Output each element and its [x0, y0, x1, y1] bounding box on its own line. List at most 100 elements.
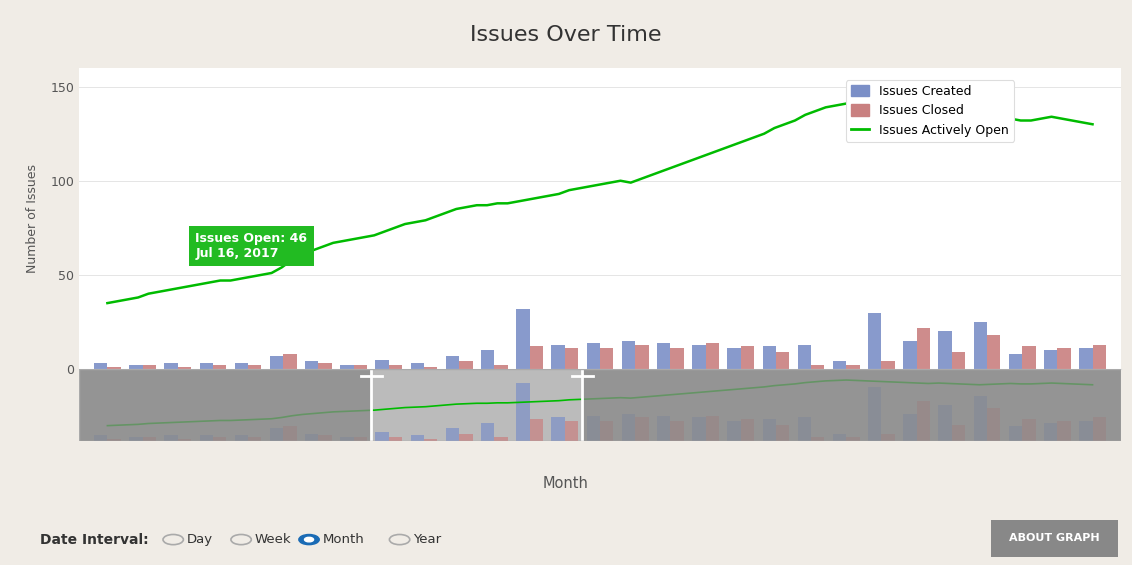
Bar [143, 437, 156, 441]
Bar [1079, 421, 1092, 441]
Text: Date Interval:: Date Interval: [40, 533, 148, 546]
Text: Month: Month [543, 476, 589, 490]
Bar [565, 421, 578, 441]
Bar [129, 365, 143, 369]
Bar [318, 435, 332, 441]
Bar [1092, 345, 1106, 369]
Bar [306, 433, 318, 441]
Bar [446, 428, 460, 441]
Bar [952, 424, 966, 441]
Bar [341, 365, 353, 369]
Text: Day: Day [187, 533, 213, 546]
Bar [847, 437, 859, 441]
Bar [1079, 348, 1092, 369]
Bar [1057, 348, 1071, 369]
Bar [516, 308, 530, 369]
Bar [1022, 346, 1036, 369]
Bar [94, 435, 108, 441]
Bar [164, 363, 178, 369]
Bar [692, 345, 705, 369]
Bar [763, 346, 775, 369]
Bar [582, 369, 1121, 441]
Bar [670, 348, 684, 369]
Bar [248, 437, 261, 441]
Bar [847, 365, 859, 369]
Bar [917, 401, 931, 441]
Bar [600, 421, 614, 441]
Y-axis label: Number of Issues: Number of Issues [26, 164, 40, 273]
Bar [565, 348, 578, 369]
Bar [460, 433, 472, 441]
Bar [551, 418, 565, 441]
Bar [868, 312, 882, 369]
Bar [621, 414, 635, 441]
Bar [178, 439, 191, 441]
Bar [938, 405, 952, 441]
Bar [376, 359, 389, 369]
Bar [446, 356, 460, 369]
Bar [798, 418, 811, 441]
Bar [833, 362, 847, 369]
Bar [586, 416, 600, 441]
Bar [1092, 418, 1106, 441]
Bar [740, 419, 754, 441]
Bar [79, 369, 371, 441]
Bar [657, 416, 670, 441]
Bar [495, 365, 508, 369]
Bar [938, 331, 952, 369]
Bar [530, 419, 543, 441]
Bar [411, 435, 424, 441]
Bar [213, 365, 226, 369]
Bar [775, 352, 789, 369]
Bar [199, 435, 213, 441]
Bar [283, 354, 297, 369]
Bar [1009, 354, 1022, 369]
Bar [987, 335, 1001, 369]
Bar [108, 367, 121, 369]
Bar [353, 365, 367, 369]
Bar [164, 435, 178, 441]
Bar [811, 365, 824, 369]
Bar [952, 352, 966, 369]
Bar [670, 421, 684, 441]
Legend: Issues Created, Issues Closed, Issues Actively Open: Issues Created, Issues Closed, Issues Ac… [846, 80, 1014, 142]
Bar [269, 428, 283, 441]
Bar [269, 356, 283, 369]
Bar [318, 363, 332, 369]
Bar [775, 424, 789, 441]
Bar [424, 439, 437, 441]
Bar [1044, 423, 1057, 441]
Text: Issues Open: 46
Jul 16, 2017: Issues Open: 46 Jul 16, 2017 [196, 232, 308, 260]
Bar [213, 437, 226, 441]
Bar [389, 365, 402, 369]
Text: Year: Year [413, 533, 441, 546]
Bar [987, 408, 1001, 441]
Bar [882, 433, 894, 441]
Bar [798, 345, 811, 369]
Bar [1022, 419, 1036, 441]
Bar [143, 365, 156, 369]
Bar [621, 341, 635, 369]
Text: Issues Over Time: Issues Over Time [470, 25, 662, 45]
Bar [586, 342, 600, 369]
Bar [705, 416, 719, 441]
Bar [234, 435, 248, 441]
Text: ABOUT GRAPH: ABOUT GRAPH [1009, 533, 1100, 543]
Bar [635, 418, 649, 441]
Bar [248, 365, 261, 369]
Bar [353, 437, 367, 441]
Text: Week: Week [255, 533, 291, 546]
Bar [811, 437, 824, 441]
Bar [551, 345, 565, 369]
Bar [728, 421, 740, 441]
Bar [306, 362, 318, 369]
Bar [728, 348, 740, 369]
Bar [882, 362, 894, 369]
Bar [657, 342, 670, 369]
Bar [600, 348, 614, 369]
Text: Month: Month [323, 533, 365, 546]
Bar [129, 437, 143, 441]
Bar [974, 322, 987, 369]
Bar [283, 427, 297, 441]
Bar [495, 437, 508, 441]
